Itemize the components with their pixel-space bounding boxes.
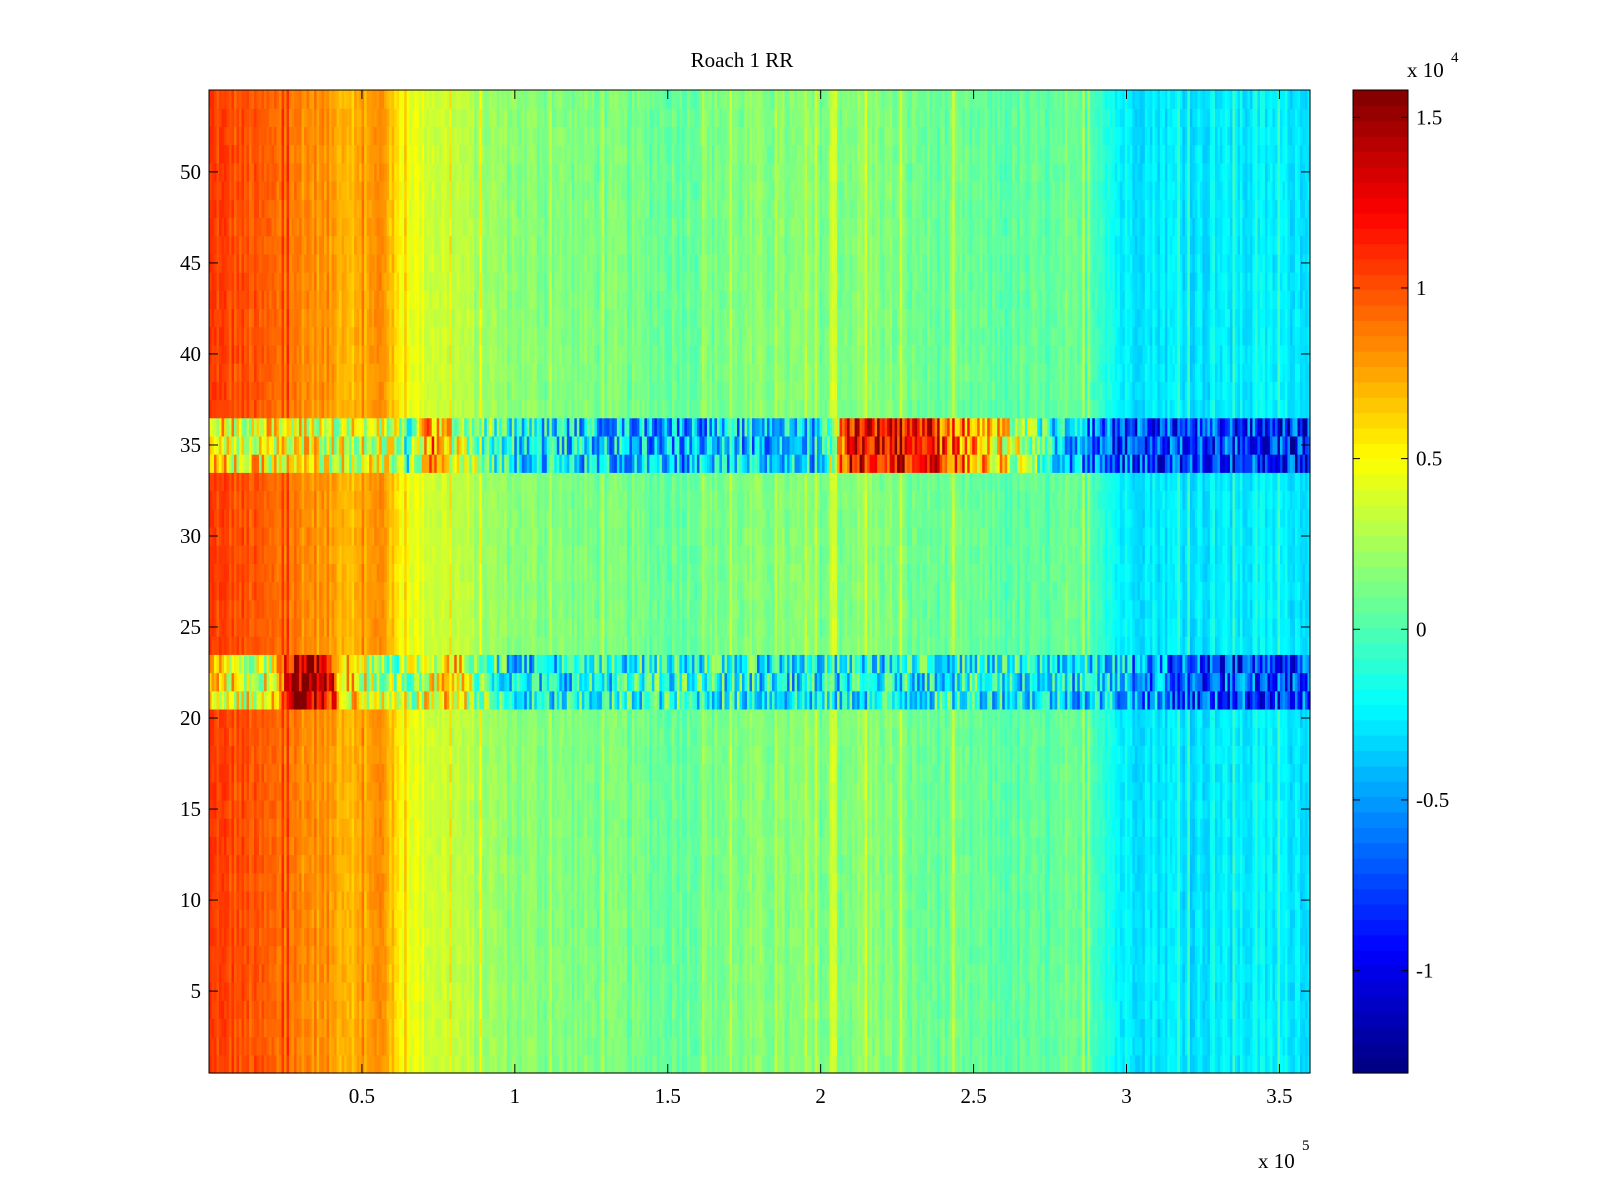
heatmap-cells <box>209 90 1311 1074</box>
chart-title: Roach 1 RR <box>691 48 794 72</box>
